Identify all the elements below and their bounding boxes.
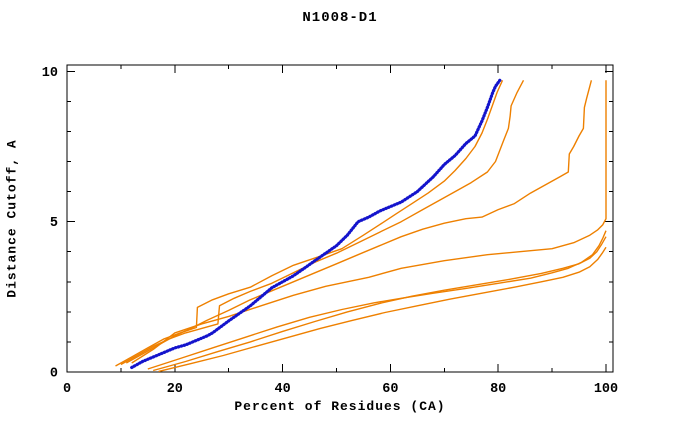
x-axis-label: Percent of Residues (CA): [234, 399, 446, 414]
y-tick-label: 10: [42, 66, 58, 81]
y-tick-label: 0: [50, 367, 58, 382]
x-tick-label: 0: [63, 382, 71, 397]
x-tick-label: 20: [167, 382, 183, 397]
plot-frame: [66, 64, 614, 373]
model_6-curve: [147, 230, 607, 370]
y-tick-label: 5: [50, 216, 58, 231]
x-tick-label: 100: [594, 382, 618, 397]
model_3-curve: [120, 79, 525, 366]
highlighted_model-curve: [130, 78, 502, 370]
model_8-curve: [158, 246, 607, 373]
x-tick-label: 80: [490, 382, 506, 397]
x-tick-label: 60: [382, 382, 398, 397]
model_7-curve: [153, 236, 607, 372]
model_4-curve: [125, 80, 593, 364]
chart-title: N1008-D1: [302, 10, 378, 26]
x-tick-label: 40: [274, 382, 290, 397]
model_5-curve: [131, 80, 607, 364]
